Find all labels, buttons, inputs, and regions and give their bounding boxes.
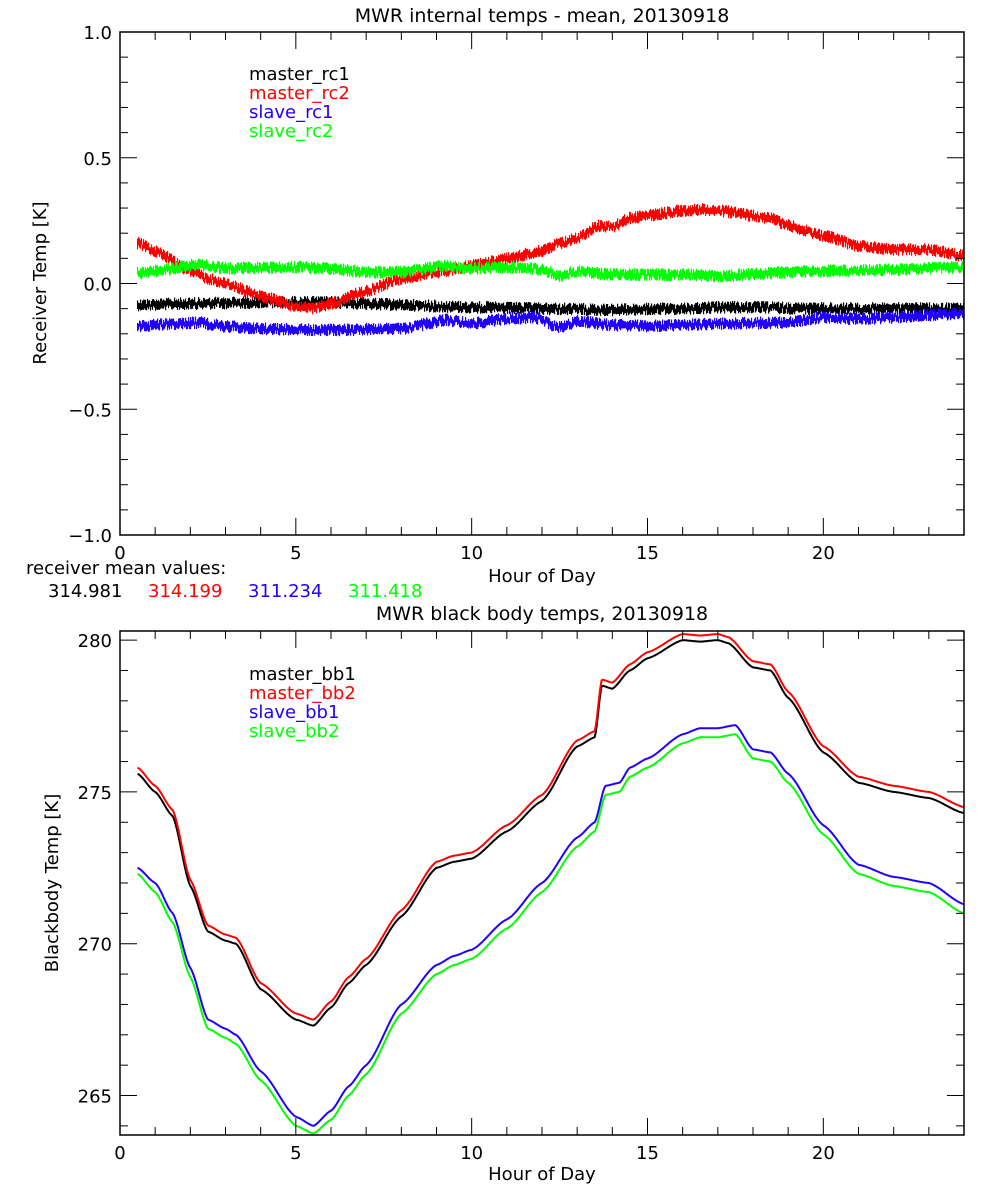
series-line [137,633,964,1021]
series-layer [136,203,965,337]
axis-ticks [119,631,965,1135]
y-tick-label: −1.0 [68,526,112,547]
legend-entry: master_bb1 [249,664,356,685]
legend-entry: master_bb2 [249,683,356,704]
tick-labels: 0 5 10 15 20 −1.0 −0.5 0.0 0.5 1.0 [68,23,835,564]
y-tick-label: 0.5 [83,149,112,170]
chart-title: MWR internal temps - mean, 20130918 [355,5,730,27]
y-tick-label: 275 [78,783,112,804]
x-tick-label: 10 [460,1143,483,1164]
series-line [136,203,965,315]
x-tick-label: 20 [812,543,835,564]
chart-title: MWR black body temps, 20130918 [376,603,708,625]
x-tick-label: 0 [114,1143,125,1164]
series-master_rc2 [136,203,965,315]
x-tick-label: 5 [290,543,301,564]
series-line [137,724,964,1127]
legend-entry: slave_bb2 [249,721,339,742]
plot-frame [119,31,965,536]
y-tick-label: 0.0 [83,275,112,296]
y-tick-label: 270 [78,935,112,956]
legend-entry: slave_bb1 [249,702,339,723]
mean-value: 314.981 [48,581,122,602]
series-slave_bb2 [137,733,964,1135]
series-line [136,295,965,317]
y-tick-label: −0.5 [68,400,112,421]
y-axis-label: Blackbody Temp [K] [42,794,63,972]
series-slave_bb1 [137,724,964,1127]
legend-entry: master_rc1 [249,64,350,85]
y-tick-label: 265 [78,1087,112,1108]
series-line [136,307,965,337]
series-master_bb2 [137,633,964,1021]
legend-entry: slave_rc1 [249,102,334,123]
mean-value: 314.199 [148,581,222,602]
series-layer [137,633,964,1135]
mean-value: 311.418 [348,581,422,602]
series-master_bb1 [137,639,964,1027]
series-slave_rc1 [136,307,965,337]
y-tick-label: 280 [78,631,112,652]
x-axis-label: Hour of Day [488,566,596,587]
y-tick-label: 1.0 [83,23,112,44]
mean-values-label: receiver mean values: [26,558,226,579]
mean-value: 311.234 [248,581,322,602]
series-line [137,639,964,1027]
y-axis-label: Receiver Temp [K] [30,201,51,364]
legend-entry: slave_rc2 [249,121,334,142]
series-line [137,733,964,1135]
series-line [136,258,965,283]
mean-values: 314.981 314.199 311.234 311.418 [48,581,422,602]
receiver-temp-plot: MWR internal temps - mean, 20130918 0 5 10… [26,5,965,602]
x-tick-label: 20 [812,1143,835,1164]
blackbody-temp-plot: MWR black body temps, 20130918 0 5 10 15 20 2… [42,603,965,1185]
axis-ticks [119,31,965,536]
legend-entry: master_rc2 [249,83,350,104]
series-slave_rc2 [136,258,965,283]
x-tick-label: 0 [114,543,125,564]
tick-labels: 0 5 10 15 20 265 270 275 280 [78,631,835,1164]
series-master_rc1 [136,295,965,317]
x-tick-label: 5 [290,1143,301,1164]
x-tick-label: 10 [460,543,483,564]
x-axis-label: Hour of Day [488,1164,596,1185]
x-tick-label: 15 [636,1143,659,1164]
x-tick-label: 15 [636,543,659,564]
